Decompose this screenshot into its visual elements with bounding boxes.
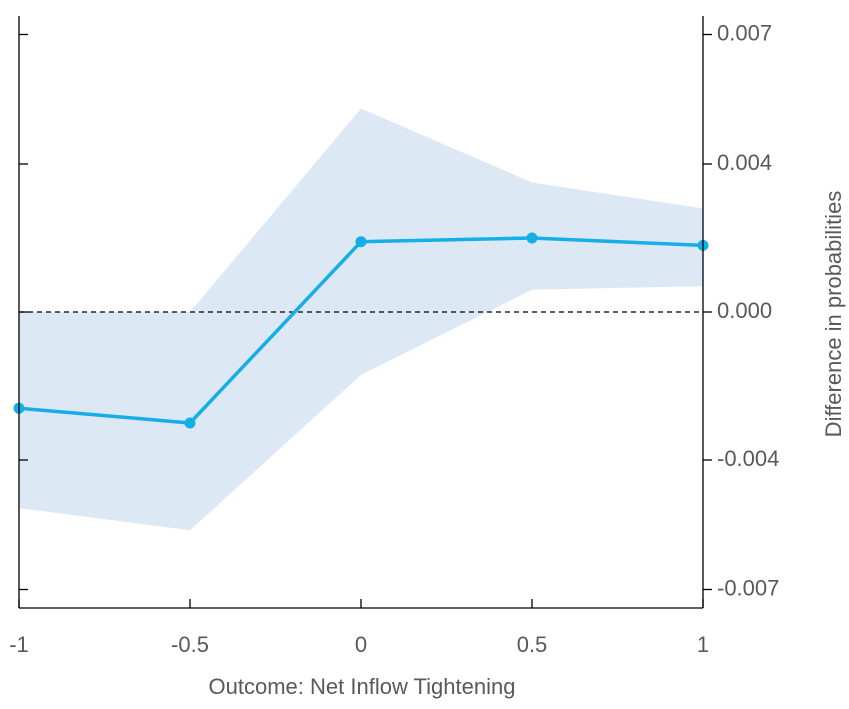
y-tick-label: 0.004 <box>717 150 772 175</box>
x-tick-label: -1 <box>9 632 29 657</box>
x-tick-label: 1 <box>697 632 709 657</box>
x-axis-label: Outcome: Net Inflow Tightening <box>209 674 516 699</box>
point <box>526 232 538 244</box>
y-axis-label: Difference in probabilities <box>821 191 846 438</box>
x-tick-label: -0.5 <box>171 632 209 657</box>
y-tick-label: -0.004 <box>717 446 779 471</box>
confidence-band <box>19 108 703 531</box>
y-tick-label: 0.000 <box>717 298 772 323</box>
x-tick-label: 0.5 <box>517 632 548 657</box>
point <box>355 236 367 248</box>
y-tick-label: -0.007 <box>717 575 779 600</box>
x-tick-label: 0 <box>355 632 367 657</box>
y-tick-label: 0.007 <box>717 20 772 45</box>
point <box>184 417 196 429</box>
